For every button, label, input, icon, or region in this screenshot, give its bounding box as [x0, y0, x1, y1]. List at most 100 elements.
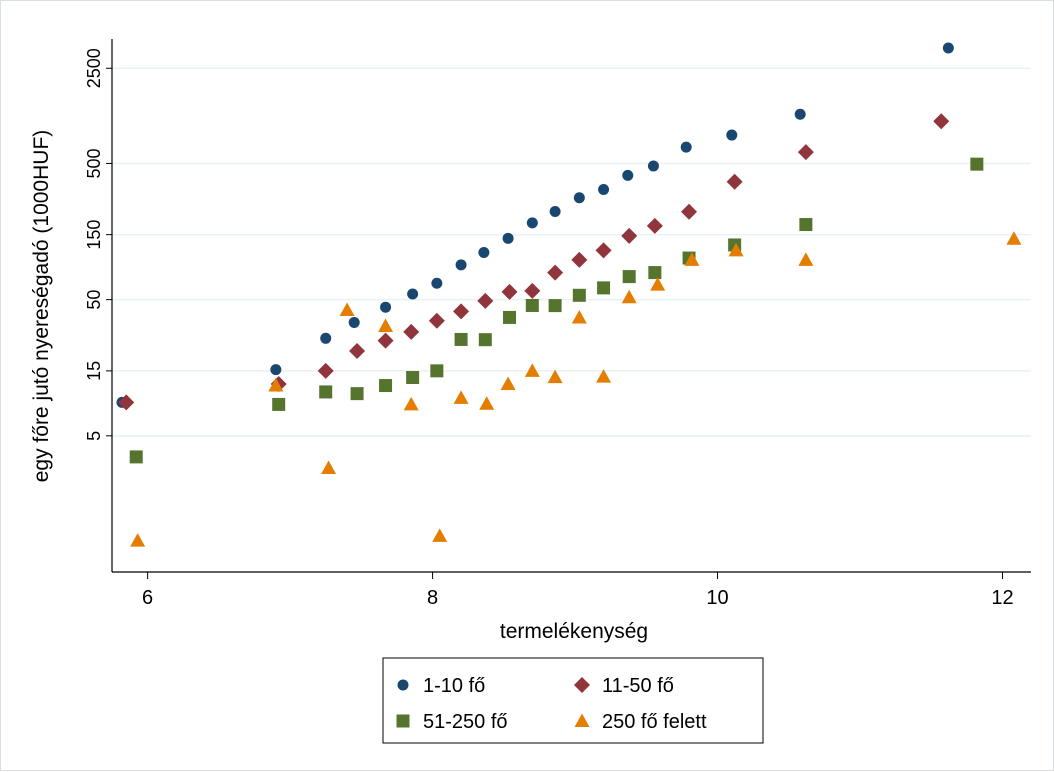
- data-point-circle: [270, 364, 282, 376]
- data-point-diamond: [571, 251, 588, 268]
- data-point-diamond: [403, 323, 420, 340]
- data-point-circle: [380, 301, 392, 313]
- data-point-circle: [942, 42, 954, 54]
- data-point-diamond: [621, 227, 638, 244]
- legend-marker-diamond: [574, 677, 590, 693]
- data-point-circle: [320, 332, 332, 344]
- data-point-square: [319, 385, 333, 399]
- data-point-diamond: [349, 342, 366, 359]
- legend: 1-10 fő 11-50 fő 51-250 fő 250 fő felett: [382, 657, 764, 744]
- data-point-square: [572, 288, 586, 302]
- y-tick-label: 15: [84, 361, 104, 381]
- data-point-square: [454, 332, 468, 346]
- data-point-triangle: [596, 369, 612, 383]
- data-point-triangle: [130, 533, 146, 547]
- data-point-triangle: [453, 390, 469, 404]
- data-point-circle: [794, 108, 806, 120]
- data-point-triangle: [571, 309, 587, 324]
- data-point-triangle: [547, 369, 563, 384]
- data-point-circle: [526, 217, 538, 229]
- data-point-triangle: [378, 318, 394, 333]
- data-point-diamond: [797, 144, 814, 161]
- data-point-diamond: [595, 242, 612, 259]
- data-point-triangle: [479, 396, 495, 410]
- series-1: [116, 42, 954, 408]
- y-tick-label: 50: [84, 290, 104, 310]
- data-point-circle: [348, 316, 360, 328]
- data-point-diamond: [453, 303, 470, 320]
- legend-label: 11-50 fő: [602, 675, 674, 697]
- data-point-diamond: [317, 362, 334, 379]
- axes: [111, 39, 1031, 573]
- data-point-square: [648, 266, 662, 280]
- gridlines: [112, 67, 1031, 437]
- data-point-square: [799, 218, 813, 232]
- data-point-diamond: [933, 113, 950, 130]
- y-tick-label: 150: [84, 220, 104, 250]
- data-point-square: [970, 157, 984, 171]
- data-point-diamond: [646, 217, 663, 234]
- tick-labels: 5 15 50 150 500 2500 6 8 10 12: [84, 48, 1014, 609]
- series-4: [130, 231, 1022, 547]
- data-point-diamond: [681, 203, 698, 220]
- data-point-triangle: [403, 396, 419, 411]
- data-point-circle: [573, 192, 585, 204]
- data-point-circle: [647, 160, 659, 172]
- data-point-square: [622, 270, 636, 284]
- y-tick-label: 2500: [84, 48, 104, 88]
- data-points: [116, 42, 1022, 547]
- data-point-diamond: [377, 332, 394, 349]
- data-point-square: [406, 371, 420, 385]
- data-point-circle: [478, 246, 490, 258]
- data-point-circle: [622, 169, 634, 181]
- data-point-circle: [598, 183, 610, 195]
- legend-marker-circle: [397, 679, 409, 691]
- data-point-triangle: [339, 302, 355, 316]
- data-point-square: [597, 281, 611, 295]
- legend-label: 1-10 fő: [423, 675, 485, 697]
- legend-marker-triangle: [574, 713, 590, 727]
- data-point-square: [548, 299, 562, 313]
- data-point-triangle: [1006, 231, 1022, 245]
- data-point-square: [129, 450, 143, 464]
- data-point-triangle: [268, 378, 284, 392]
- y-tick-label: 500: [84, 148, 104, 178]
- data-point-square: [525, 298, 539, 312]
- data-point-square: [350, 387, 364, 401]
- data-point-diamond: [428, 312, 445, 329]
- data-point-circle: [549, 205, 561, 217]
- data-point-square: [503, 310, 517, 324]
- y-axis-title: egy főre jutó nyereségadó (1000HUF): [30, 130, 53, 483]
- data-point-triangle: [321, 460, 337, 475]
- data-point-triangle: [728, 242, 744, 257]
- data-point-circle: [726, 129, 738, 141]
- series-3: [129, 157, 984, 464]
- data-point-diamond: [547, 264, 564, 281]
- data-point-triangle: [798, 252, 814, 266]
- data-point-diamond: [726, 173, 743, 190]
- legend-label: 250 fő felett: [602, 711, 707, 733]
- data-point-circle: [502, 232, 514, 244]
- data-point-square: [478, 333, 492, 347]
- legend-box: [382, 657, 764, 744]
- data-point-triangle: [432, 528, 448, 542]
- data-point-circle: [680, 141, 692, 153]
- data-point-triangle: [684, 252, 700, 266]
- data-point-circle: [431, 277, 443, 289]
- data-point-circle: [407, 288, 419, 300]
- data-point-square: [430, 364, 444, 378]
- y-tick-label: 5: [84, 431, 104, 441]
- data-point-diamond: [118, 394, 135, 411]
- legend-label: 51-250 fő: [423, 711, 508, 733]
- x-tick-label: 10: [706, 587, 728, 609]
- data-point-triangle: [524, 363, 540, 377]
- data-point-square: [272, 397, 286, 411]
- data-point-triangle: [650, 277, 666, 291]
- x-tick-label: 6: [142, 587, 153, 609]
- data-point-square: [379, 379, 393, 393]
- x-axis-title: termelékenység: [500, 620, 648, 643]
- data-point-diamond: [501, 283, 518, 300]
- data-point-diamond: [524, 282, 541, 299]
